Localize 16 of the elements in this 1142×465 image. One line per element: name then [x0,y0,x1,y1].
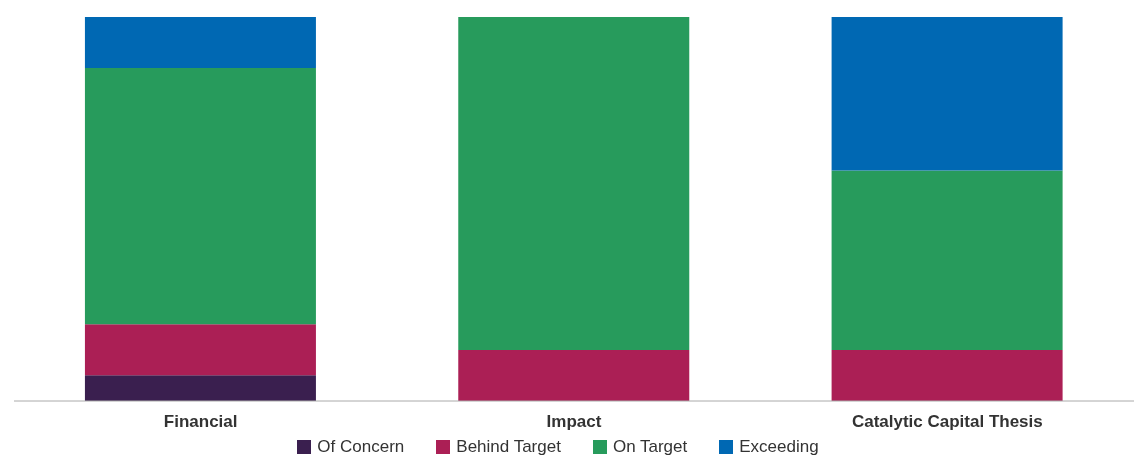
bar [458,17,690,350]
bar [84,375,316,401]
legend-label: Of Concern [316,437,405,457]
x-tick-label: Financial [163,412,238,432]
bar [831,349,1063,401]
legend-label: Exceeding [738,437,819,457]
x-tick-label: Catalytic Capital Thesis [851,412,1043,432]
bar [84,324,316,376]
legend-label: On Target [611,437,688,457]
bar [84,17,316,69]
bar [84,68,316,325]
bar [831,17,1063,171]
bar [831,170,1063,350]
legend-label: Behind Target [455,437,561,457]
x-tick-label: Impact [546,412,602,432]
bar [458,349,690,401]
